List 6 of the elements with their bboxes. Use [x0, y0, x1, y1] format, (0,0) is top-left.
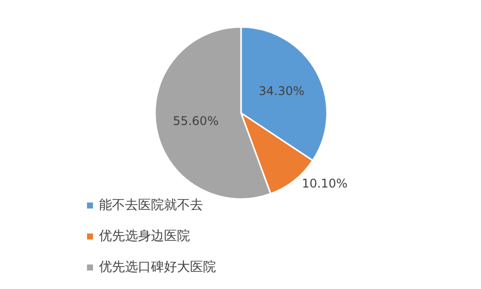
legend-label: 能不去医院就不去 — [99, 198, 203, 213]
legend-label: 优先选身边医院 — [99, 229, 190, 244]
data-label: 55.60% — [172, 114, 219, 128]
data-label: 10.10% — [302, 176, 348, 191]
legend-label: 优先选口碑好大医院 — [99, 260, 216, 275]
data-label: 34.30% — [258, 84, 304, 98]
